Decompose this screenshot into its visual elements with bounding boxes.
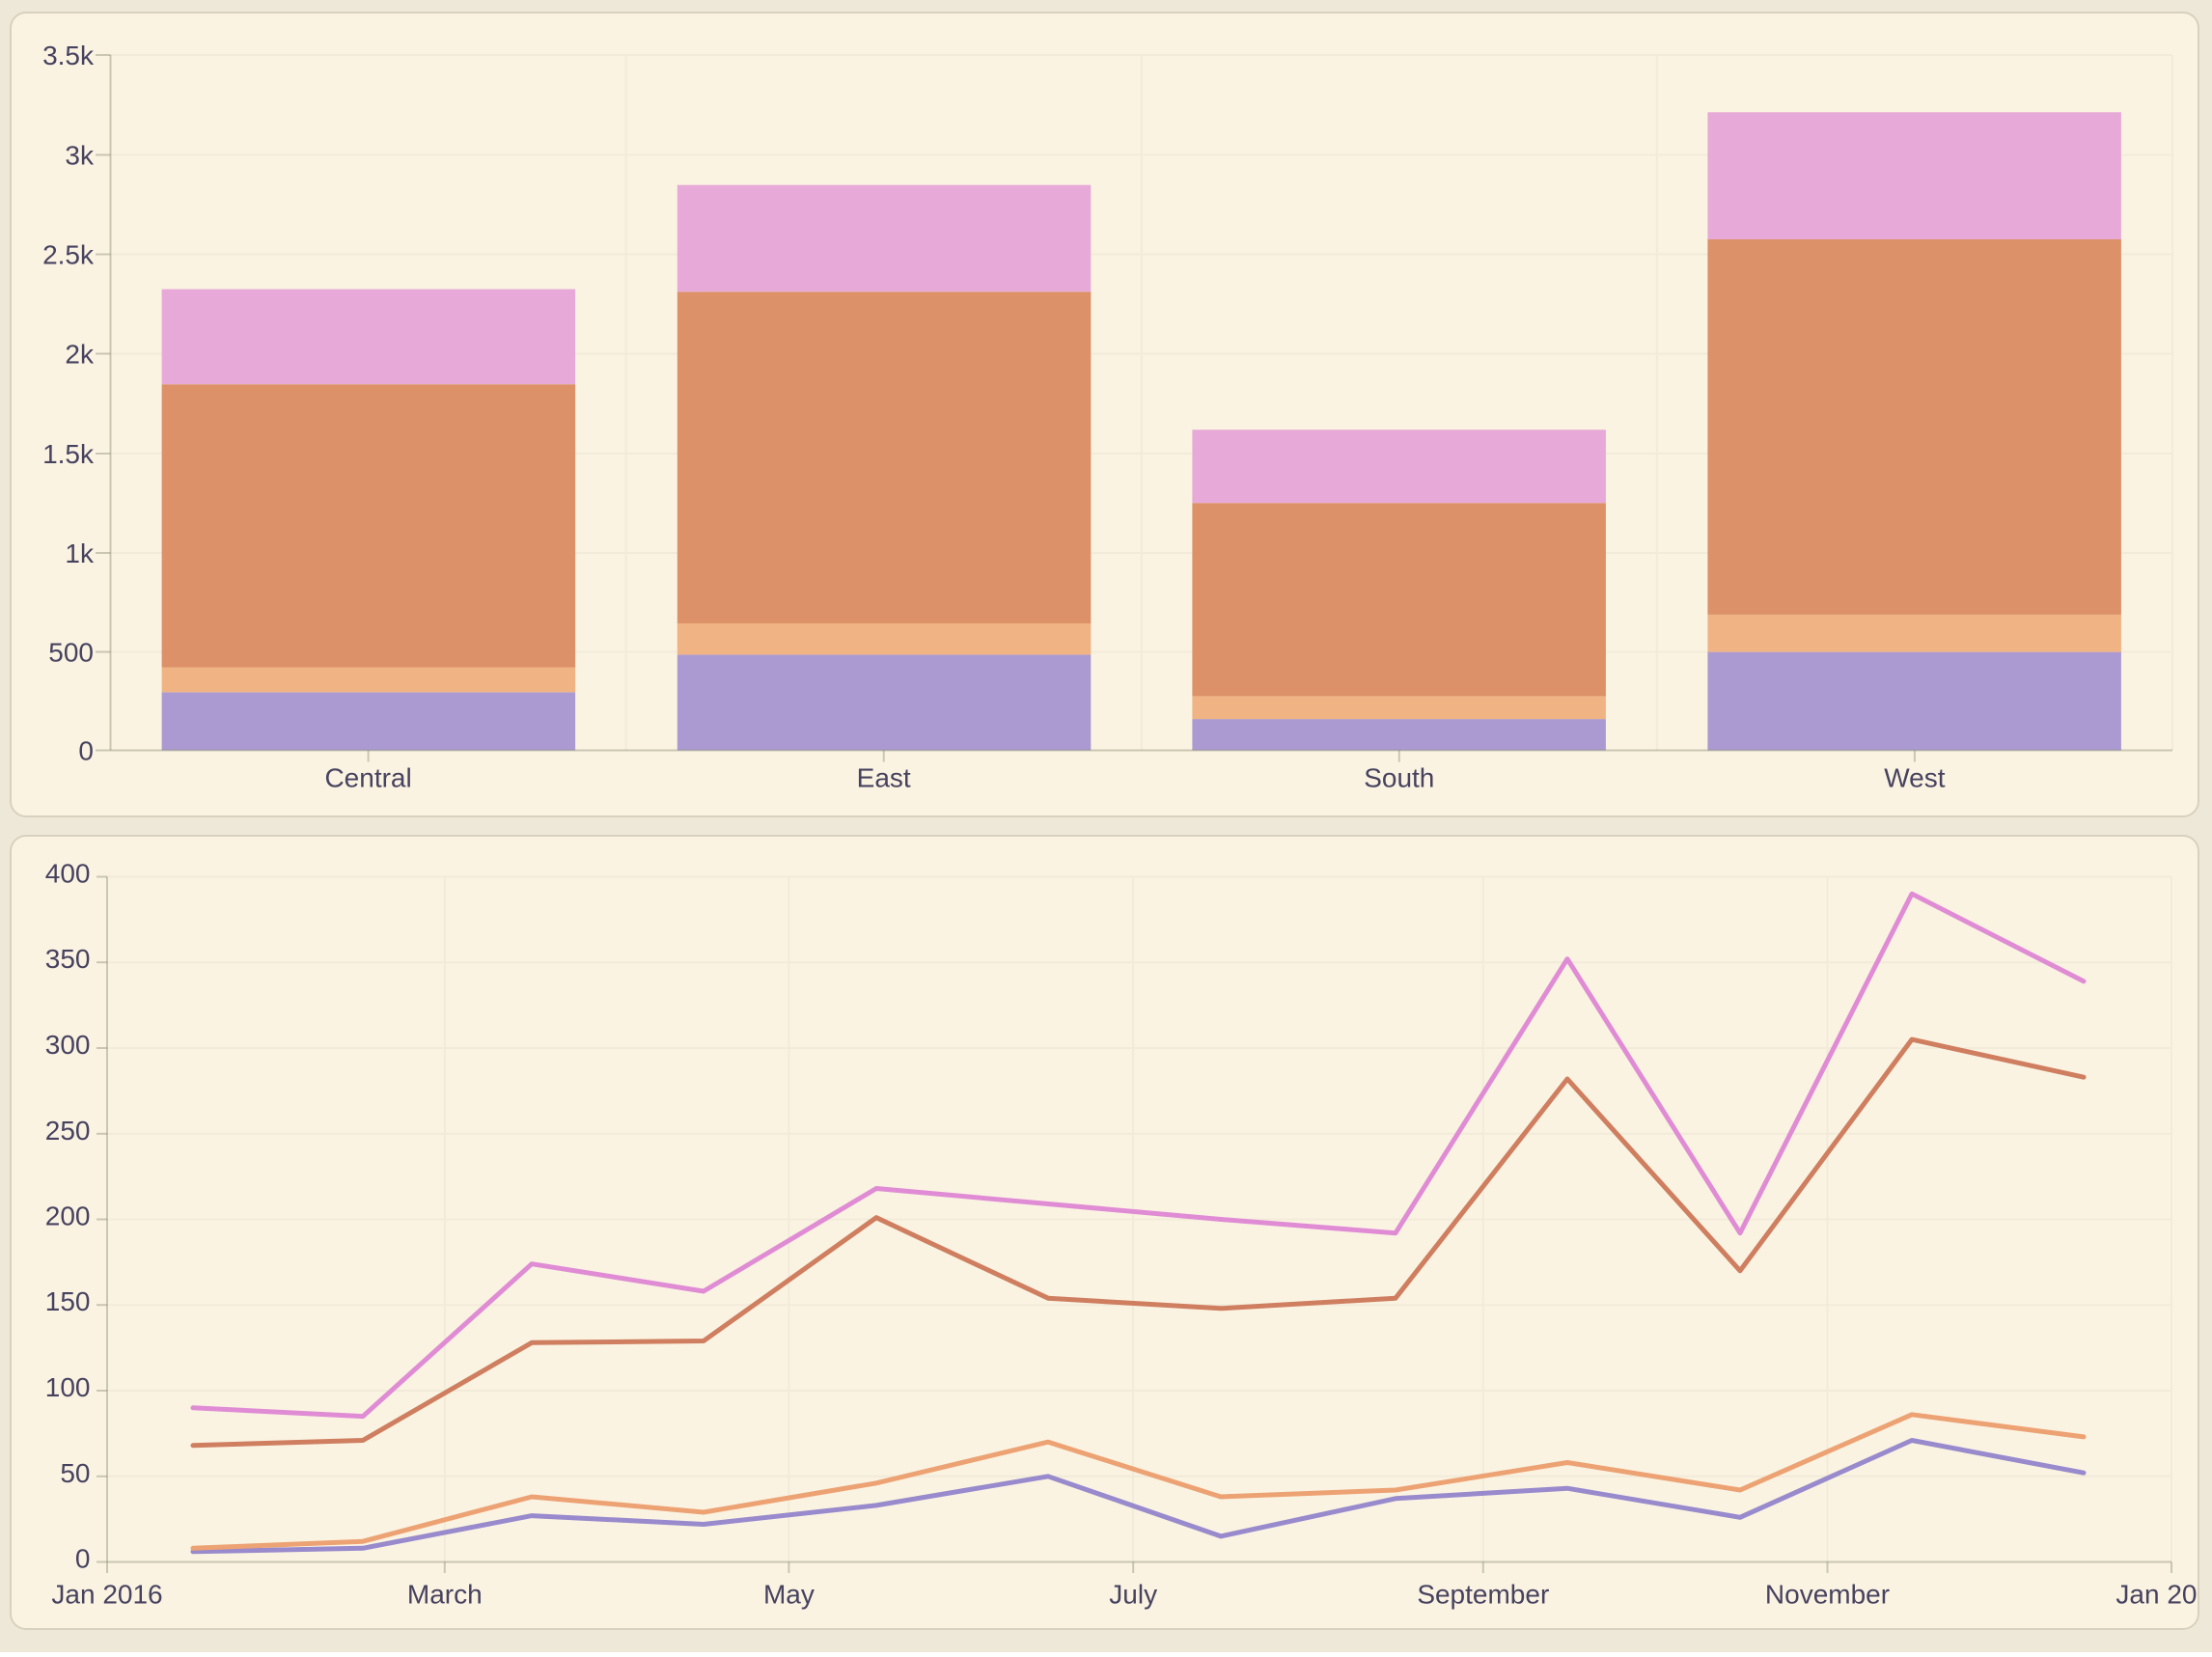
svg-text:50: 50: [60, 1458, 90, 1488]
svg-text:500: 500: [48, 638, 94, 668]
svg-text:March: March: [407, 1580, 483, 1610]
svg-text:1.5k: 1.5k: [42, 439, 95, 469]
svg-text:West: West: [1884, 763, 1945, 793]
svg-text:200: 200: [45, 1201, 91, 1231]
svg-text:1k: 1k: [65, 539, 95, 568]
svg-text:350: 350: [45, 944, 91, 974]
svg-text:0: 0: [78, 736, 94, 766]
svg-text:300: 300: [45, 1030, 91, 1060]
svg-text:3.5k: 3.5k: [42, 41, 95, 70]
svg-text:September: September: [1417, 1580, 1549, 1610]
svg-text:2k: 2k: [65, 340, 95, 370]
svg-text:South: South: [1364, 763, 1434, 793]
svg-text:Jan 2017: Jan 2017: [2115, 1580, 2212, 1610]
svg-text:2.5k: 2.5k: [42, 240, 95, 270]
svg-text:July: July: [1109, 1580, 1157, 1610]
svg-text:May: May: [763, 1580, 815, 1610]
svg-text:150: 150: [45, 1286, 91, 1316]
svg-text:3k: 3k: [65, 141, 95, 171]
svg-text:Central: Central: [324, 763, 411, 793]
svg-text:Jan 2016: Jan 2016: [51, 1580, 162, 1610]
svg-text:250: 250: [45, 1116, 91, 1146]
svg-text:400: 400: [45, 859, 91, 889]
svg-text:East: East: [857, 763, 911, 793]
svg-text:November: November: [1765, 1580, 1890, 1610]
svg-text:100: 100: [45, 1372, 91, 1402]
svg-text:0: 0: [75, 1544, 91, 1574]
